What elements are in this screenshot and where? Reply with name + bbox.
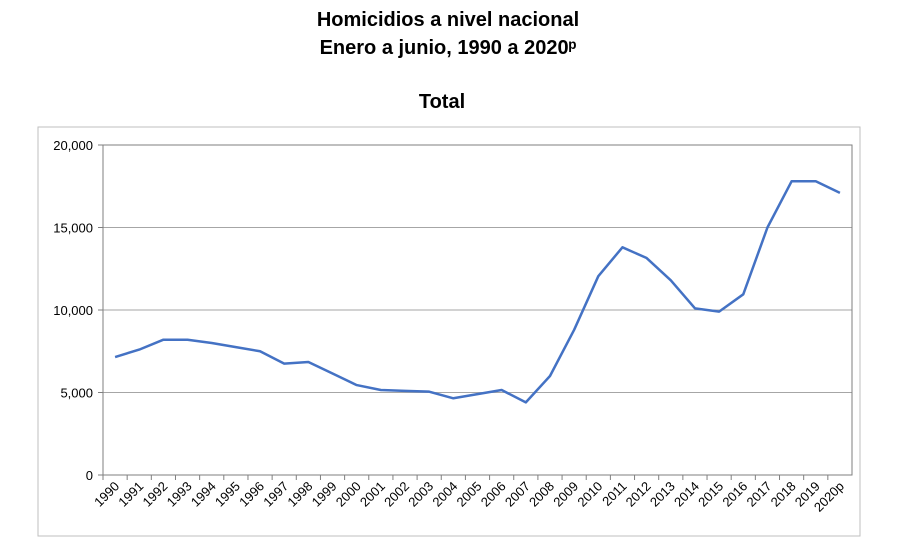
y-tick-label: 20,000 xyxy=(53,138,93,153)
x-tick-label: 2002 xyxy=(381,479,412,510)
x-tick-label: 2006 xyxy=(478,479,509,510)
x-tick-label: 2014 xyxy=(671,479,702,510)
plot-title: Total xyxy=(419,91,465,113)
x-tick-label: 1990 xyxy=(91,479,122,510)
x-tick-label: 1991 xyxy=(115,479,146,510)
x-tick-label: 2005 xyxy=(454,479,485,510)
x-tick-label: 1996 xyxy=(236,479,267,510)
x-tick-label: 2007 xyxy=(502,479,533,510)
x-tick-label: 2009 xyxy=(550,479,581,510)
y-tick-label: 15,000 xyxy=(53,221,93,236)
x-tick-label: 2003 xyxy=(405,479,436,510)
x-tick-label: 1993 xyxy=(164,479,195,510)
x-tick-label: 2017 xyxy=(743,479,774,510)
x-tick-label: 1995 xyxy=(212,479,243,510)
y-tick-label: 10,000 xyxy=(53,303,93,318)
x-tick-label: 2008 xyxy=(526,479,557,510)
y-tick-label: 0 xyxy=(86,468,93,483)
x-tick-label: 1994 xyxy=(188,479,219,510)
x-tick-label: 1998 xyxy=(284,479,315,510)
x-tick-label: 2000 xyxy=(333,479,364,510)
x-tick-label: 2004 xyxy=(429,479,460,510)
x-tick-label: 1999 xyxy=(309,479,340,510)
plot-area xyxy=(102,144,853,476)
data-line xyxy=(114,180,841,404)
x-tick-label: 2018 xyxy=(768,479,799,510)
y-tick-label: 5,000 xyxy=(60,386,93,401)
x-tick-label: 2013 xyxy=(647,479,678,510)
x-tick-label: 1997 xyxy=(260,479,291,510)
x-tick-label: 2001 xyxy=(357,479,388,510)
chart-border xyxy=(37,126,861,537)
x-tick-label: 2016 xyxy=(719,479,750,510)
x-tick-label: 2015 xyxy=(695,479,726,510)
chart-title: Homicidios a nivel nacional xyxy=(317,9,579,31)
x-tick-label: 1992 xyxy=(139,479,170,510)
x-tick-label: 2012 xyxy=(623,479,654,510)
x-tick-label: 2010 xyxy=(574,479,605,510)
x-tick-label: 2011 xyxy=(599,479,629,509)
chart-subtitle: Enero a junio, 1990 a 2020ᵖ xyxy=(320,37,577,59)
